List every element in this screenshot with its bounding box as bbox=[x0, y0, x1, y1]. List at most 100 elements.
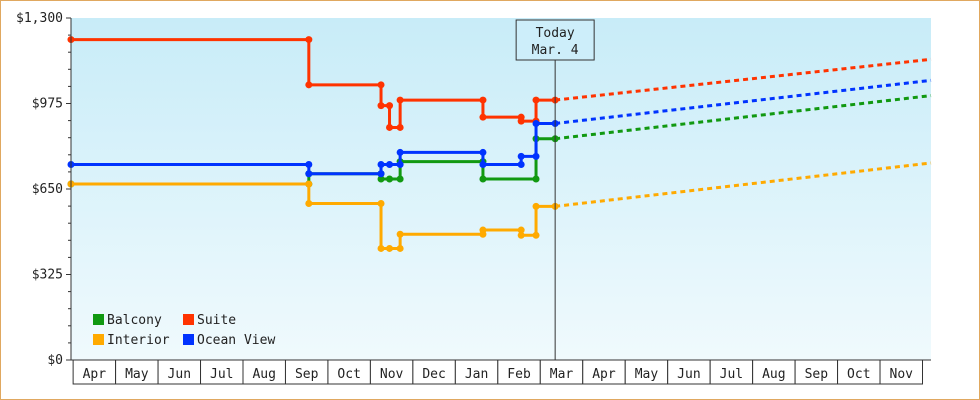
x-tick-label: Nov bbox=[890, 367, 914, 382]
x-tick-label: Sep bbox=[295, 367, 319, 382]
data-point bbox=[305, 180, 313, 188]
data-point bbox=[479, 148, 487, 156]
data-point bbox=[479, 96, 487, 104]
data-point bbox=[305, 81, 313, 89]
y-tick-label: $0 bbox=[47, 353, 63, 368]
x-tick-label: Sep bbox=[805, 367, 829, 382]
x-month-cell bbox=[837, 359, 881, 385]
x-tick-label: Jun bbox=[168, 367, 191, 382]
legend-label: Suite bbox=[197, 313, 236, 328]
projection-line bbox=[554, 78, 932, 125]
x-month-cell bbox=[752, 359, 796, 385]
x-tick-label: Dec bbox=[422, 367, 445, 382]
x-tick-label: Apr bbox=[592, 367, 616, 382]
x-month-cell bbox=[200, 359, 244, 385]
x-month-cell bbox=[794, 359, 839, 385]
y-tick-label: $975 bbox=[32, 97, 63, 112]
data-point bbox=[305, 199, 313, 207]
data-point bbox=[386, 161, 394, 169]
data-point bbox=[377, 170, 385, 178]
projection-line bbox=[554, 94, 932, 141]
data-point bbox=[479, 161, 487, 169]
legend-swatch bbox=[93, 314, 104, 325]
data-point bbox=[396, 123, 404, 131]
data-point bbox=[386, 102, 394, 110]
x-tick-label: Aug bbox=[252, 367, 275, 382]
x-month-cell bbox=[412, 359, 456, 385]
data-point bbox=[377, 102, 385, 110]
legend-swatch bbox=[183, 314, 194, 325]
data-point bbox=[532, 96, 540, 104]
x-month-cell bbox=[454, 359, 499, 385]
legend-item: Suite bbox=[183, 313, 236, 328]
legend-label: Ocean View bbox=[197, 333, 275, 348]
data-point bbox=[396, 161, 404, 169]
legend-item: Ocean View bbox=[183, 333, 275, 348]
data-point bbox=[377, 175, 385, 183]
legend-label: Balcony bbox=[107, 313, 162, 328]
data-point bbox=[377, 81, 385, 89]
data-point bbox=[517, 117, 525, 125]
projection-line bbox=[554, 57, 932, 102]
data-point bbox=[532, 152, 540, 160]
x-month-cell bbox=[879, 359, 924, 385]
data-point bbox=[532, 231, 540, 239]
data-point bbox=[377, 161, 385, 169]
data-point bbox=[532, 202, 540, 210]
data-point bbox=[386, 244, 394, 252]
data-point bbox=[479, 175, 487, 183]
x-tick-label: Oct bbox=[337, 367, 360, 382]
data-point bbox=[517, 231, 525, 239]
x-tick-label: Apr bbox=[83, 367, 107, 382]
x-tick-label: Feb bbox=[507, 367, 531, 382]
legend-item: Interior bbox=[93, 333, 170, 348]
x-tick-label: Mar bbox=[550, 367, 574, 382]
data-point bbox=[517, 226, 525, 234]
data-point bbox=[532, 175, 540, 183]
x-month-cell bbox=[667, 359, 711, 385]
series-ocean-view bbox=[67, 78, 932, 178]
x-tick-label: Oct bbox=[847, 367, 870, 382]
x-month-cell bbox=[582, 359, 626, 385]
legend-swatch bbox=[183, 334, 194, 345]
series-suite bbox=[67, 36, 932, 131]
data-point bbox=[305, 36, 313, 44]
series-interior bbox=[67, 161, 932, 252]
x-tick-label: Jun bbox=[677, 367, 700, 382]
data-point bbox=[479, 226, 487, 234]
data-point bbox=[386, 175, 394, 183]
data-point bbox=[396, 148, 404, 156]
x-month-cell bbox=[284, 359, 329, 385]
data-point bbox=[396, 175, 404, 183]
data-point bbox=[305, 161, 313, 169]
x-tick-label: Nov bbox=[380, 367, 404, 382]
x-month-cell bbox=[115, 359, 159, 385]
x-month-cell bbox=[369, 359, 414, 385]
x-month-cell bbox=[242, 359, 286, 385]
x-tick-label: Jul bbox=[720, 367, 743, 382]
x-tick-label: Jan bbox=[465, 367, 488, 382]
x-tick-label: May bbox=[635, 367, 659, 382]
y-tick-label: $1,300 bbox=[16, 11, 63, 26]
today-label-line1: Today bbox=[536, 26, 575, 41]
data-point bbox=[517, 161, 525, 169]
data-point bbox=[396, 96, 404, 104]
data-point bbox=[517, 152, 525, 160]
data-point bbox=[479, 113, 487, 121]
x-month-cell bbox=[157, 359, 202, 385]
today-label-line2: Mar. 4 bbox=[532, 43, 579, 58]
data-point bbox=[377, 244, 385, 252]
x-tick-label: Aug bbox=[762, 367, 785, 382]
data-point bbox=[377, 199, 385, 207]
data-point bbox=[305, 170, 313, 178]
x-tick-label: May bbox=[125, 367, 149, 382]
projection-line bbox=[554, 161, 932, 208]
x-tick-label: Jul bbox=[210, 367, 233, 382]
data-point bbox=[386, 123, 394, 131]
series-line bbox=[71, 38, 556, 129]
y-tick-label: $650 bbox=[32, 182, 63, 197]
x-month-cell bbox=[709, 359, 754, 385]
data-point bbox=[396, 244, 404, 252]
legend-item: Balcony bbox=[93, 313, 162, 328]
